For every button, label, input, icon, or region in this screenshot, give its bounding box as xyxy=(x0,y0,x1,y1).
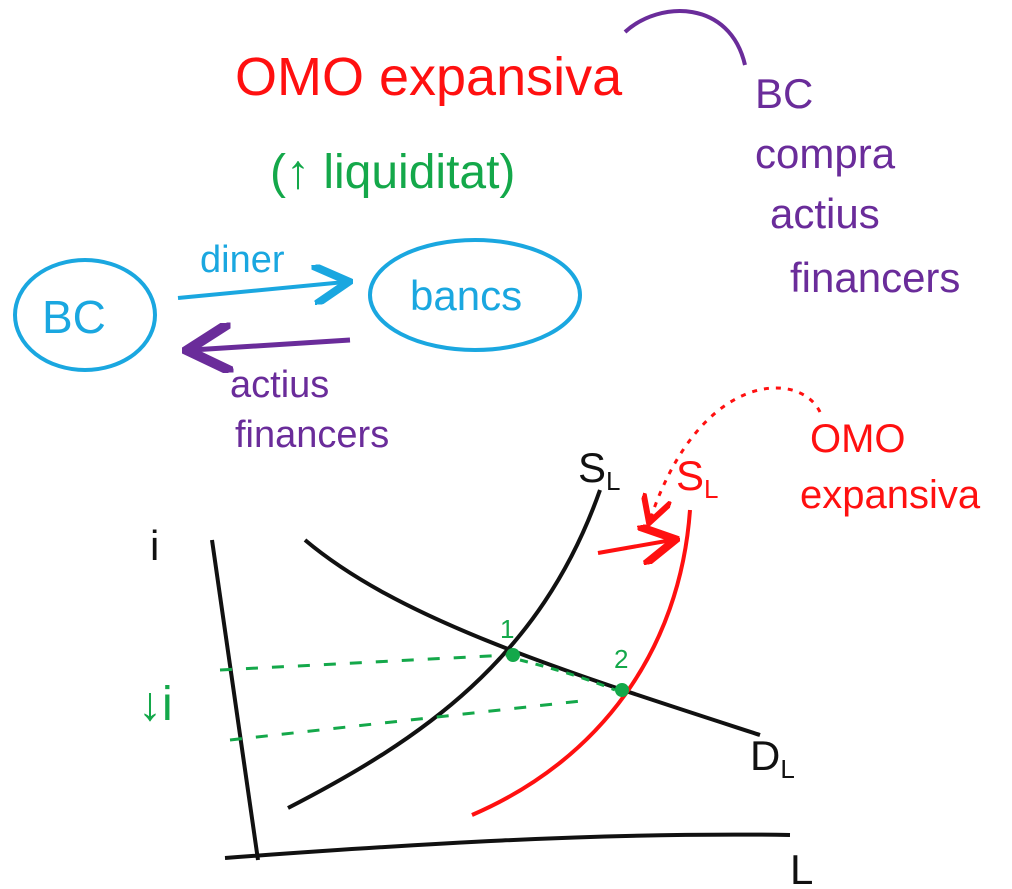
guide-line xyxy=(220,655,508,670)
diagram: OMO expansiva (↑ liquiditat) BC compra a… xyxy=(0,0,1012,889)
note-line: compra xyxy=(755,130,896,177)
point-label: 1 xyxy=(500,614,514,644)
x-axis xyxy=(225,835,790,858)
title: OMO expansiva xyxy=(235,47,623,107)
shift-label: expansiva xyxy=(800,473,981,517)
arrow xyxy=(192,340,350,350)
connector xyxy=(625,11,745,65)
demand-curve xyxy=(305,540,760,735)
node-label: bancs xyxy=(410,272,522,319)
point-label: 2 xyxy=(614,644,628,674)
equilibrium-point xyxy=(615,683,629,697)
arrow xyxy=(178,282,345,298)
y-axis xyxy=(212,540,258,860)
note-line: BC xyxy=(755,70,813,117)
axis-label: i xyxy=(150,522,159,569)
note-line: actius xyxy=(770,190,880,237)
equilibrium-point xyxy=(506,648,520,662)
edge-label: actius xyxy=(230,364,329,406)
axis-label: L xyxy=(790,846,813,889)
note-line: financers xyxy=(790,254,960,301)
edge-label: diner xyxy=(200,239,285,281)
effect-label: ↓i xyxy=(138,678,173,731)
node-label: BC xyxy=(42,291,106,343)
curve-label: SL xyxy=(578,444,620,496)
edge-label: financers xyxy=(235,414,389,456)
shift-arrow xyxy=(598,540,672,553)
subtitle: (↑ liquiditat) xyxy=(270,146,515,199)
supply-curve-shifted xyxy=(472,510,690,815)
curve-label: SL xyxy=(676,452,718,504)
supply-curve xyxy=(288,490,600,808)
movement xyxy=(520,660,615,690)
shift-label: OMO xyxy=(810,417,906,461)
curve-label: DL xyxy=(750,732,795,784)
